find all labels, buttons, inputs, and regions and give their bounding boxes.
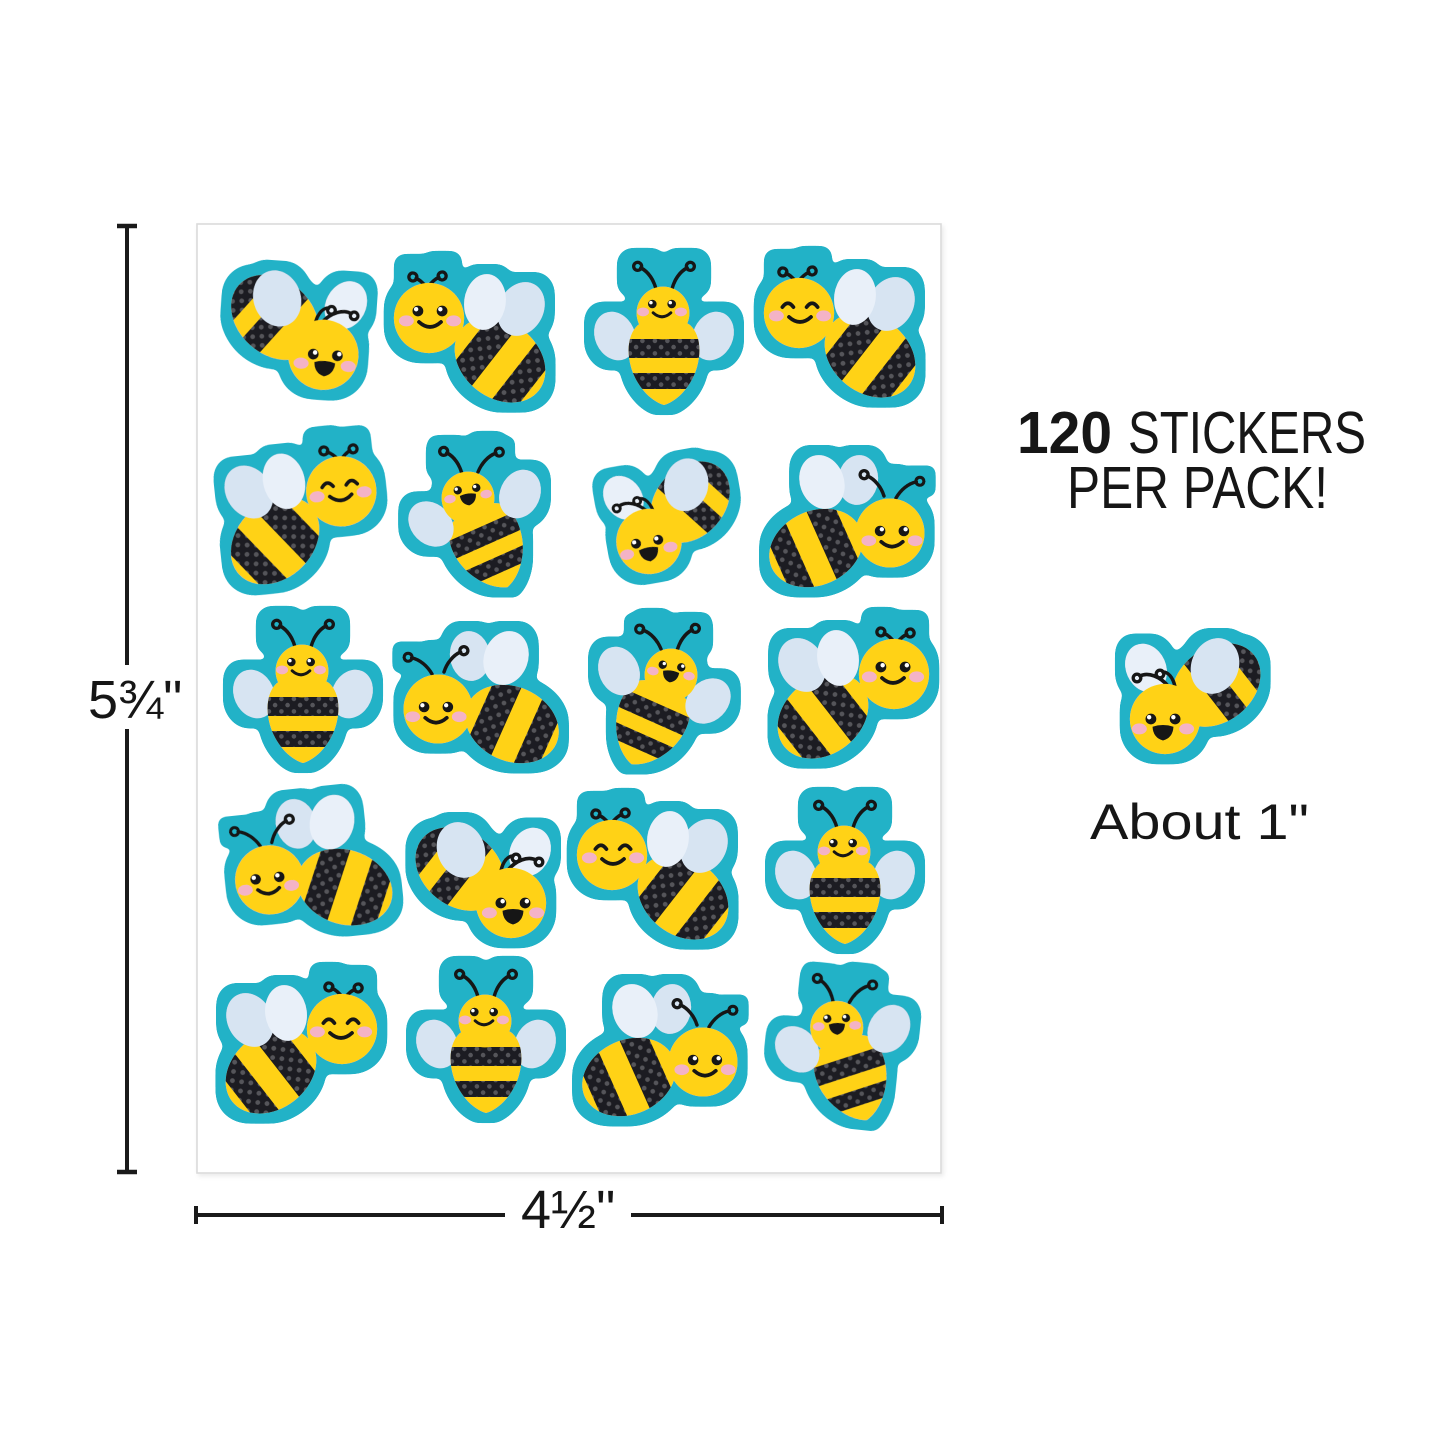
svg-text:4½": 4½" <box>521 1180 615 1240</box>
svg-text:About 1": About 1" <box>1090 794 1309 850</box>
svg-text:120: 120 <box>1017 400 1112 466</box>
svg-text:5¾": 5¾" <box>88 670 182 730</box>
svg-text:STICKERS: STICKERS <box>1128 400 1366 466</box>
svg-text:PER PACK!: PER PACK! <box>1067 455 1328 521</box>
